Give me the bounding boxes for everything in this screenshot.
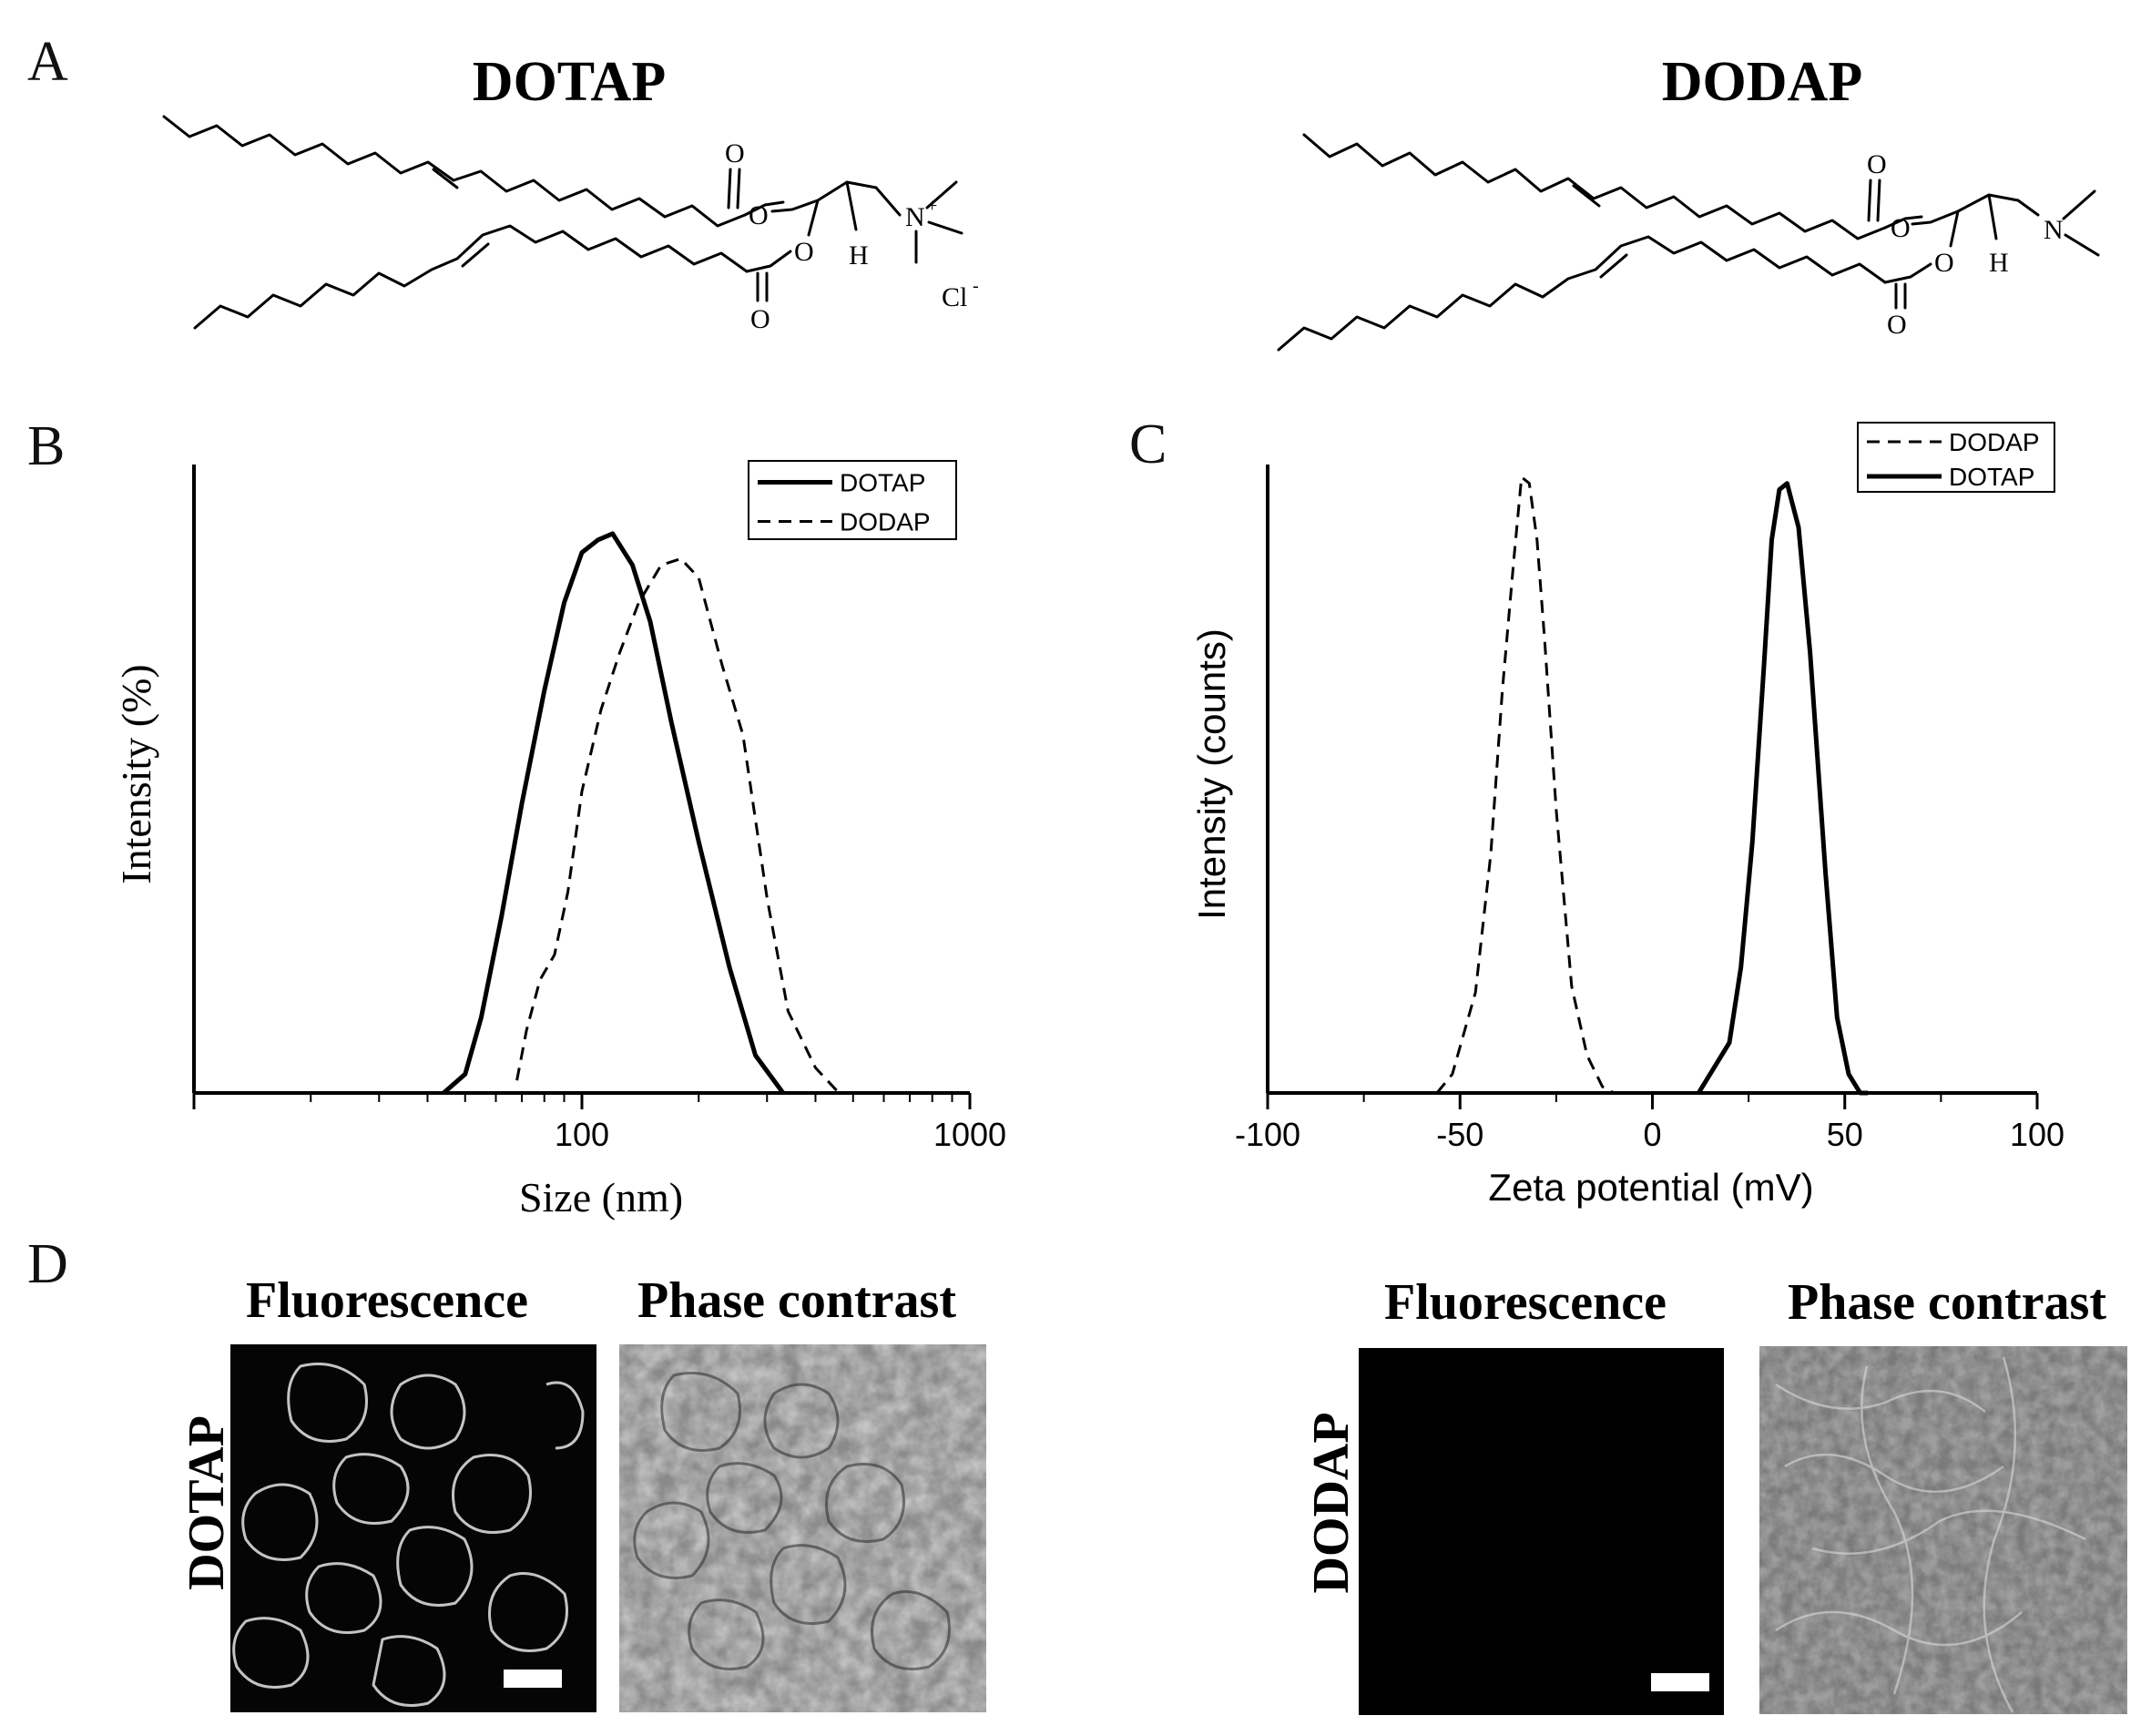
column-label-fluorescence-dodap: Fluorescence [1384, 1274, 1667, 1331]
chart-b: 100 1000 Size (nm) Intensity (%) DOTAP DODAP [113, 460, 1006, 1220]
x-tick-label: -100 [1235, 1116, 1300, 1153]
panel-letter-d: D [27, 1233, 68, 1295]
atom-o3: O [794, 237, 814, 267]
chart-c: -100 -50 0 50 100 Zeta potential (mV) Intensit… [1190, 422, 2064, 1209]
panel-b: B 100 1000 Size (nm) Intensity (%) DOTAP DODA… [27, 415, 1006, 1220]
dodap-atom-o4: O [1887, 310, 1907, 340]
dodap-atom-o3: O [1934, 248, 1954, 278]
dodap-fluorescence-image [1359, 1348, 1724, 1715]
y-axis-label: Intensity (counts) [1190, 628, 1233, 920]
x-tick-label: 50 [1827, 1116, 1863, 1153]
dodap-structure: DODAP O O N H O O [1277, 51, 2100, 352]
legend-label-dotap: DOTAP [840, 469, 925, 497]
atom-o1: O [725, 138, 745, 168]
legend-label-dotap: DOTAP [1949, 463, 2034, 491]
legend: DOTAP DODAP [748, 460, 957, 540]
dodap-scale-bar [1651, 1673, 1709, 1691]
dodap-atom-o1: O [1867, 149, 1887, 179]
panel-letter-c: C [1129, 414, 1167, 475]
panel-a: A DOTAP O O N + H O O [27, 31, 2100, 352]
legend-label-dodap: DODAP [840, 508, 931, 536]
dotap-structure-title: DOTAP [473, 51, 666, 113]
x-axis-label: Size (nm) [519, 1174, 683, 1220]
dodap-atom-o2: O [1891, 213, 1911, 243]
row-label-dodap: DODAP [1303, 1412, 1360, 1593]
column-label-phase-contrast-dodap: Phase contrast [1788, 1274, 2106, 1331]
panel-letter-b: B [27, 415, 65, 477]
x-axis-label: Zeta potential (mV) [1488, 1166, 1813, 1209]
atom-cl-charge: - [973, 276, 979, 296]
x-tick-label: -50 [1436, 1116, 1483, 1153]
row-label-dotap: DOTAP [178, 1415, 235, 1590]
x-tick-label: 100 [555, 1116, 609, 1153]
legend: DODAP DOTAP [1857, 422, 2055, 493]
atom-n-charge: + [927, 196, 937, 216]
panel-c: C -100 -50 0 50 100 Zeta potential (mV) Intens… [1129, 414, 2064, 1209]
legend-label-dodap: DODAP [1949, 428, 2040, 456]
dotap-scale-bar [504, 1670, 562, 1688]
column-label-fluorescence-dotap: Fluorescence [246, 1272, 528, 1329]
dotap-fluorescence-image [230, 1344, 596, 1712]
dodap-atom-h: H [1989, 248, 2009, 278]
atom-cl: Cl [942, 282, 967, 312]
panel-d: D Fluorescence Phase contrast Fluorescen… [27, 1233, 2127, 1715]
series-line-dodap [515, 557, 841, 1095]
atom-o4: O [750, 304, 770, 334]
dotap-phase-contrast-image [619, 1344, 986, 1712]
atom-h: H [849, 240, 869, 271]
atom-n: N [905, 202, 925, 232]
dodap-phase-contrast-image [1759, 1346, 2127, 1714]
legend-box [1857, 422, 2055, 493]
dodap-structure-title: DODAP [1662, 51, 1862, 113]
x-tick-label: 0 [1643, 1116, 1661, 1153]
dodap-atom-n: N [2044, 215, 2064, 245]
series-line-dotap [442, 531, 785, 1095]
series-line-dodap [1435, 475, 1616, 1095]
x-tick-label: 100 [2010, 1116, 2064, 1153]
dotap-structure: DOTAP O O N + H O O Cl [162, 51, 979, 334]
series-line-dotap [1697, 481, 1869, 1096]
column-label-phase-contrast-dotap: Phase contrast [637, 1272, 956, 1329]
y-axis-label: Intensity (%) [113, 664, 159, 883]
panel-letter-a: A [27, 31, 68, 93]
atom-o2: O [749, 200, 769, 230]
x-tick-label: 1000 [933, 1116, 1006, 1153]
legend-box [748, 460, 957, 540]
